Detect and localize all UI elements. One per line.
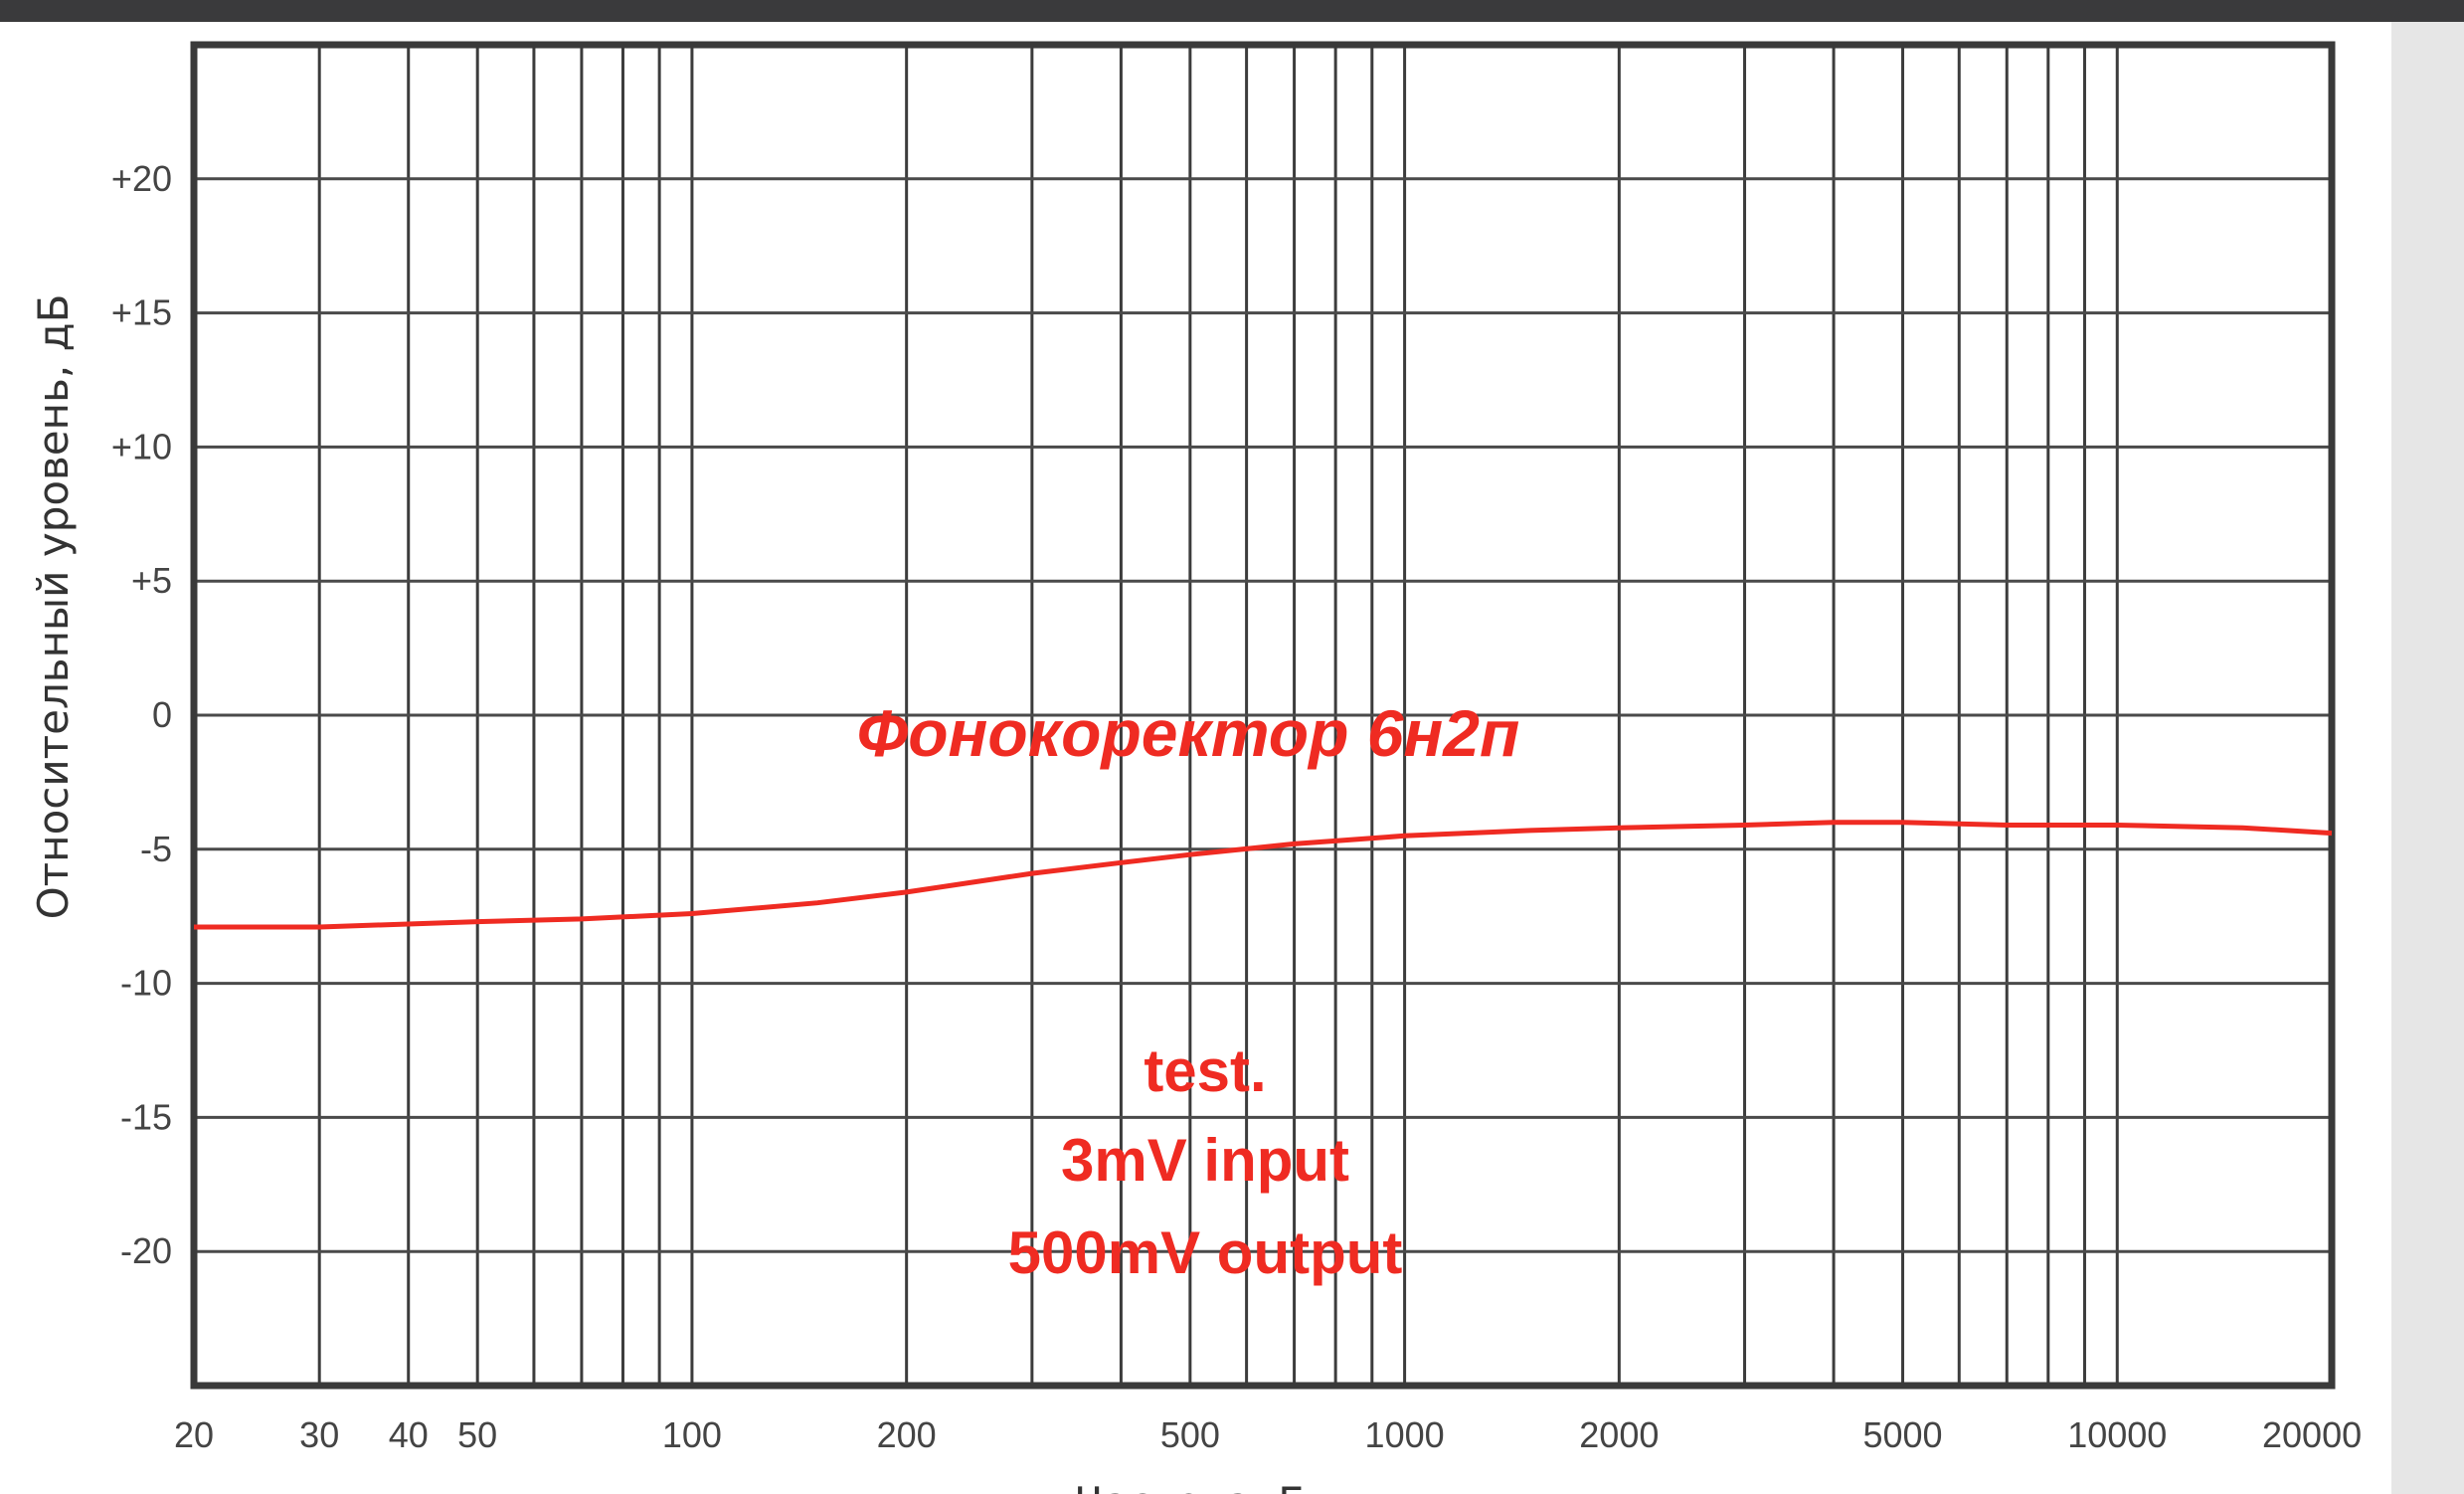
plot-frame [190,41,2336,1390]
x-tick-label: 50 [457,1414,497,1455]
annotation-output: 500mV output [1008,1219,1403,1286]
y-tick-labels: +20 +15 +10 +5 0 -5 -10 -15 -20 [111,158,172,1271]
y-tick-label: +15 [111,292,172,333]
right-panel [2391,22,2464,1494]
x-tick-label: 2000 [1579,1414,1659,1455]
x-tick-label: 100 [662,1414,722,1455]
y-tick-label: +10 [111,426,172,467]
annotation-test: test. [1144,1037,1266,1104]
y-tick-label: -20 [120,1230,172,1271]
x-tick-label: 1000 [1365,1414,1445,1455]
series-line [194,820,2333,930]
horizontal-grid [194,177,2332,1253]
x-tick-label: 500 [1160,1414,1220,1455]
x-tick-label: 20000 [2262,1414,2362,1455]
x-axis-label: Частота, Гц [1075,1478,1332,1494]
y-axis-label: Относительный уровень, дБ [29,294,78,920]
x-tick-label: 40 [389,1414,429,1455]
x-tick-label: 5000 [1862,1414,1942,1455]
x-tick-label: 10000 [2067,1414,2167,1455]
y-tick-label: -10 [120,963,172,1004]
window-top-bar [0,0,2464,22]
x-tick-label: 200 [877,1414,937,1455]
x-tick-labels: 20 30 40 50 100 200 500 1000 2000 5000 10000 20000 [174,1414,2362,1455]
annotation-input: 3mV input [1061,1127,1349,1194]
annotation-title: Фонокоректор 6н2п [857,696,1520,770]
x-tick-label: 30 [299,1414,339,1455]
y-tick-label: +5 [131,560,172,601]
x-tick-label: 20 [174,1414,214,1455]
frequency-response-chart: +20 +15 +10 +5 0 -5 -10 -15 -20 20 30 40 50 100 200 50… [29,41,2362,1494]
y-tick-label: -15 [120,1096,172,1137]
y-tick-label: 0 [152,694,172,735]
y-tick-label: +20 [111,158,172,199]
y-tick-label: -5 [140,829,172,869]
